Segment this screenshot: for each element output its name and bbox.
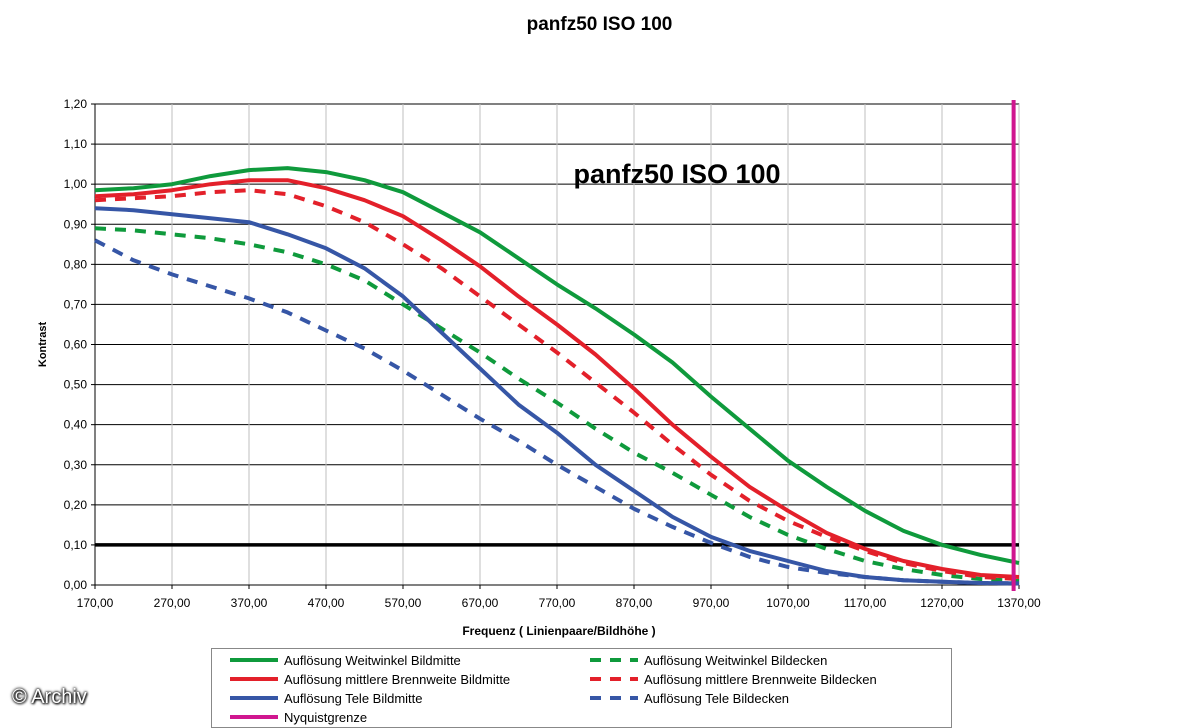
y-tick-label: 1,10 bbox=[64, 137, 88, 151]
x-tick-label: 1270,00 bbox=[920, 596, 964, 610]
y-tick-label: 0,50 bbox=[64, 378, 88, 392]
x-tick-label: 270,00 bbox=[154, 596, 191, 610]
y-tick-label: 0,40 bbox=[64, 418, 88, 432]
y-tick-label: 0,20 bbox=[64, 498, 88, 512]
legend-item: Auflösung mittlere Brennweite Bildecken bbox=[590, 669, 877, 689]
legend-swatch bbox=[590, 677, 638, 681]
x-tick-label: 1170,00 bbox=[844, 596, 887, 610]
legend-item: Auflösung mittlere Brennweite Bildmitte bbox=[230, 669, 510, 689]
legend-label: Auflösung Tele Bildmitte bbox=[284, 690, 423, 706]
x-tick-label: 770,00 bbox=[539, 596, 576, 610]
y-tick-label: 0,90 bbox=[64, 217, 88, 231]
y-tick-label: 1,20 bbox=[64, 97, 88, 111]
legend-swatch bbox=[590, 658, 638, 662]
y-axis-label: Kontrast bbox=[37, 322, 49, 368]
x-tick-label: 370,00 bbox=[231, 596, 268, 610]
legend-item: Nyquistgrenze bbox=[230, 707, 367, 727]
archive-credit: © Archiv bbox=[12, 686, 87, 708]
x-tick-label: 1070,00 bbox=[766, 596, 810, 610]
legend-label: Auflösung Weitwinkel Bildmitte bbox=[284, 652, 461, 668]
series-line-1 bbox=[94, 166, 1020, 565]
x-tick-label: 870,00 bbox=[616, 596, 653, 610]
legend-item: Auflösung Tele Bildecken bbox=[590, 688, 789, 708]
legend-swatch bbox=[230, 696, 278, 700]
legend-label: Auflösung mittlere Brennweite Bildecken bbox=[644, 671, 877, 687]
legend-label: Auflösung mittlere Brennweite Bildmitte bbox=[284, 671, 511, 687]
y-tick-label: 0,10 bbox=[64, 538, 88, 552]
series-line-2 bbox=[94, 226, 1020, 583]
y-tick-label: 0,60 bbox=[64, 338, 88, 352]
legend-swatch bbox=[590, 696, 638, 700]
x-tick-label: 670,00 bbox=[462, 596, 499, 610]
y-tick-label: 0,30 bbox=[64, 458, 88, 472]
y-tick-label: 0,80 bbox=[64, 257, 88, 271]
x-axis-label: Frequenz ( Linienpaare/Bildhöhe ) bbox=[462, 624, 655, 638]
series-line-3 bbox=[94, 178, 1020, 579]
legend-label: Nyquistgrenze bbox=[284, 709, 368, 725]
y-tick-label: 0,00 bbox=[64, 578, 88, 592]
legend-item: Auflösung Tele Bildmitte bbox=[230, 688, 423, 708]
series-line-6 bbox=[94, 238, 1020, 586]
x-tick-label: 170,00 bbox=[77, 596, 114, 610]
y-tick-label: 1,00 bbox=[64, 177, 88, 191]
series-line-4 bbox=[94, 188, 1020, 581]
legend-item: Auflösung Weitwinkel Bildecken bbox=[590, 650, 827, 670]
legend-label: Auflösung Weitwinkel Bildecken bbox=[644, 652, 828, 668]
inner-chart-title: panfz50 ISO 100 bbox=[573, 159, 780, 189]
legend-swatch bbox=[230, 715, 278, 719]
legend-swatch bbox=[230, 677, 278, 681]
legend-label: Auflösung Tele Bildecken bbox=[644, 690, 790, 706]
legend-swatch bbox=[230, 658, 278, 662]
legend-item: Auflösung Weitwinkel Bildmitte bbox=[230, 650, 461, 670]
x-tick-label: 1370,00 bbox=[997, 596, 1041, 610]
page-title: panfz50 ISO 100 bbox=[526, 14, 673, 35]
x-tick-label: 570,00 bbox=[385, 596, 422, 610]
x-tick-label: 970,00 bbox=[693, 596, 730, 610]
y-tick-label: 0,70 bbox=[64, 297, 88, 311]
chart-legend: Auflösung Weitwinkel Bildmitte Auflösung … bbox=[211, 648, 952, 728]
x-tick-label: 470,00 bbox=[308, 596, 345, 610]
